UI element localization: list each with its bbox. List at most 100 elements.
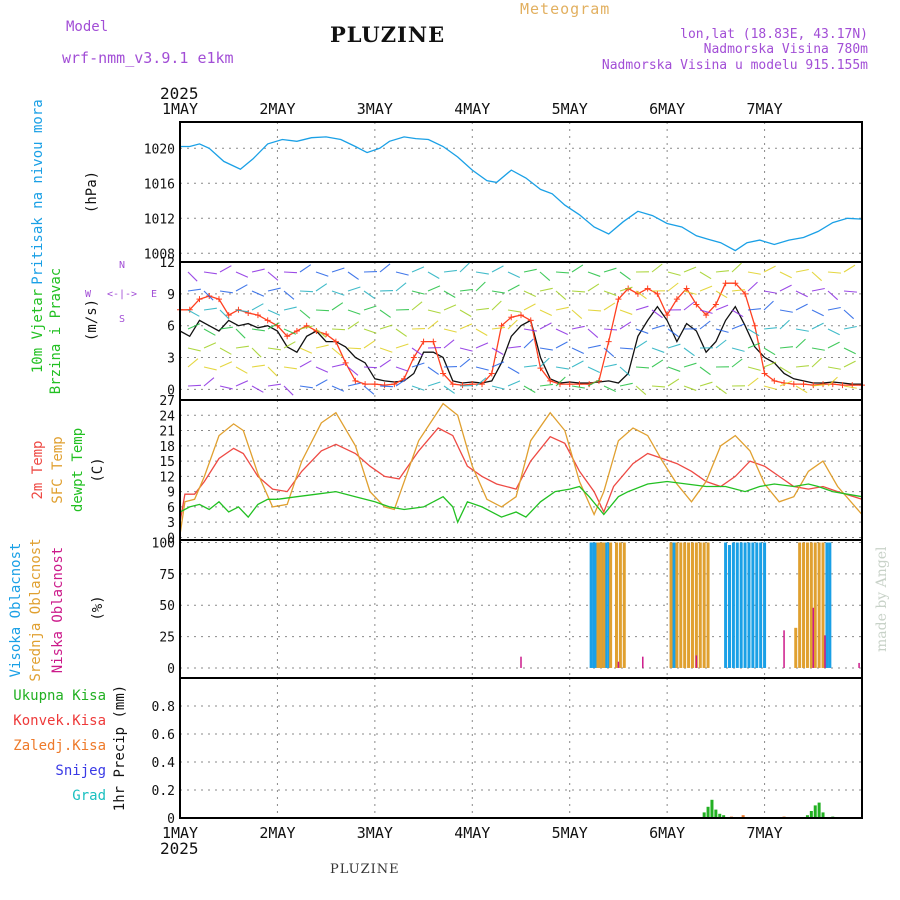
cloud_mid-bar [702, 542, 706, 668]
wind-arrow [379, 309, 391, 318]
cloud_mid-bar [817, 542, 821, 668]
y-tick-label: 6 [167, 501, 175, 516]
cloud_mid-bar [821, 542, 825, 668]
wind-arrow [603, 302, 616, 311]
wind-arrow [475, 271, 489, 275]
wind-arrow [555, 290, 567, 300]
wind-arrow [459, 323, 473, 330]
gust-marker [722, 280, 729, 287]
gust-marker [245, 309, 252, 316]
wind-arrow [795, 268, 809, 273]
wind-arrow [811, 347, 825, 351]
wind-arrow [843, 264, 856, 273]
day-label-bottom: 5MAY [552, 824, 588, 842]
wind-arrow [795, 365, 809, 368]
day-label-top: 5MAY [552, 100, 588, 118]
wind-arrow [475, 366, 489, 371]
gust-marker [440, 370, 447, 377]
wind-arrow [555, 341, 568, 349]
wind-arrow [795, 290, 808, 298]
gust-marker [352, 377, 359, 384]
wind-arrow [251, 268, 265, 273]
cloud_low-bar [695, 655, 698, 668]
precip_frz-bar [741, 815, 745, 818]
gust-marker [342, 359, 349, 366]
day-label-top: 6MAY [649, 100, 685, 118]
gust-marker [479, 381, 486, 388]
wind-arrow [459, 309, 472, 317]
gust-marker [673, 296, 680, 303]
wind-arrow [379, 385, 394, 388]
wind-arrow [731, 262, 742, 273]
cloud_mid-bar [599, 542, 603, 668]
cloud_high-bar [759, 542, 763, 668]
cloud_mid-bar [609, 542, 613, 668]
panel-frame [179, 677, 863, 819]
precip_total-bar [813, 805, 817, 818]
wind-arrow [299, 347, 313, 354]
gust-marker [284, 333, 291, 340]
cloud_mid-bar [802, 542, 806, 668]
cloud_high-bar [607, 542, 611, 668]
wind-arrow [235, 366, 248, 374]
wind-arrow [571, 347, 585, 354]
wind-arrow [459, 288, 473, 292]
wind-arrow [811, 322, 824, 330]
wind-arrow [795, 303, 808, 311]
cloud_low-bar [812, 607, 815, 668]
wind-arrow [219, 309, 230, 320]
wind-arrow [331, 290, 345, 296]
wind-arrow [267, 383, 281, 387]
wind-arrow [299, 290, 314, 293]
wind-arrow [683, 266, 697, 273]
wind-arrow [523, 290, 537, 297]
cloud_high-bar [751, 542, 755, 668]
cloud_mid-bar [798, 542, 802, 668]
model-label: Model [66, 19, 109, 35]
day-label-bottom: 1MAY [162, 824, 198, 842]
wind-arrow [411, 301, 423, 311]
wind-arrow [539, 383, 553, 387]
wind-arrow [267, 347, 281, 351]
gust-marker [761, 370, 768, 377]
wind-arrow [187, 384, 202, 387]
wind-arrow [651, 347, 665, 353]
y-tick-label: 1012 [144, 212, 175, 227]
wind-arrow [699, 366, 711, 376]
wind-arrow [507, 380, 521, 387]
cloud_high-bar [592, 542, 596, 668]
wind-arrow [347, 347, 362, 350]
gust-marker [323, 331, 330, 338]
wind-arrow [539, 271, 551, 281]
wind-arrow [795, 385, 808, 394]
wind-arrow [811, 357, 822, 368]
cloud-axis-label-2: Srednja Oblacnost [28, 538, 44, 681]
temp-unit-label: (C) [90, 457, 106, 482]
cloud_high-bar [825, 542, 829, 668]
wind-arrow [347, 366, 359, 376]
wind-arrow [491, 347, 504, 355]
precip_total-bar [710, 799, 714, 818]
wind-arrow [427, 381, 441, 387]
gust-marker [771, 377, 778, 384]
gust-marker [576, 381, 583, 388]
wind-arrow [347, 382, 361, 387]
cloud_mid-bar [809, 542, 813, 668]
wind-arrow [763, 300, 774, 311]
wind-arrow [411, 347, 423, 356]
temp-axis-label-3: dewpt Temp [70, 428, 86, 512]
y-tick-label: 9 [167, 288, 175, 303]
temp_2m-line [179, 427, 863, 523]
gust-marker [800, 381, 807, 388]
wind-arrow [491, 385, 505, 390]
wind-arrow [555, 366, 569, 370]
y-tick-label: 12 [159, 470, 175, 485]
gust-marker [264, 317, 271, 324]
wind-arrow [603, 267, 617, 273]
y-tick-label: 100 [152, 537, 175, 552]
gust-marker [371, 381, 378, 388]
wind-arrow [731, 289, 745, 292]
wind-arrow [235, 309, 249, 313]
model-name: wrf-nmm_v3.9.1 e1km [62, 49, 234, 67]
